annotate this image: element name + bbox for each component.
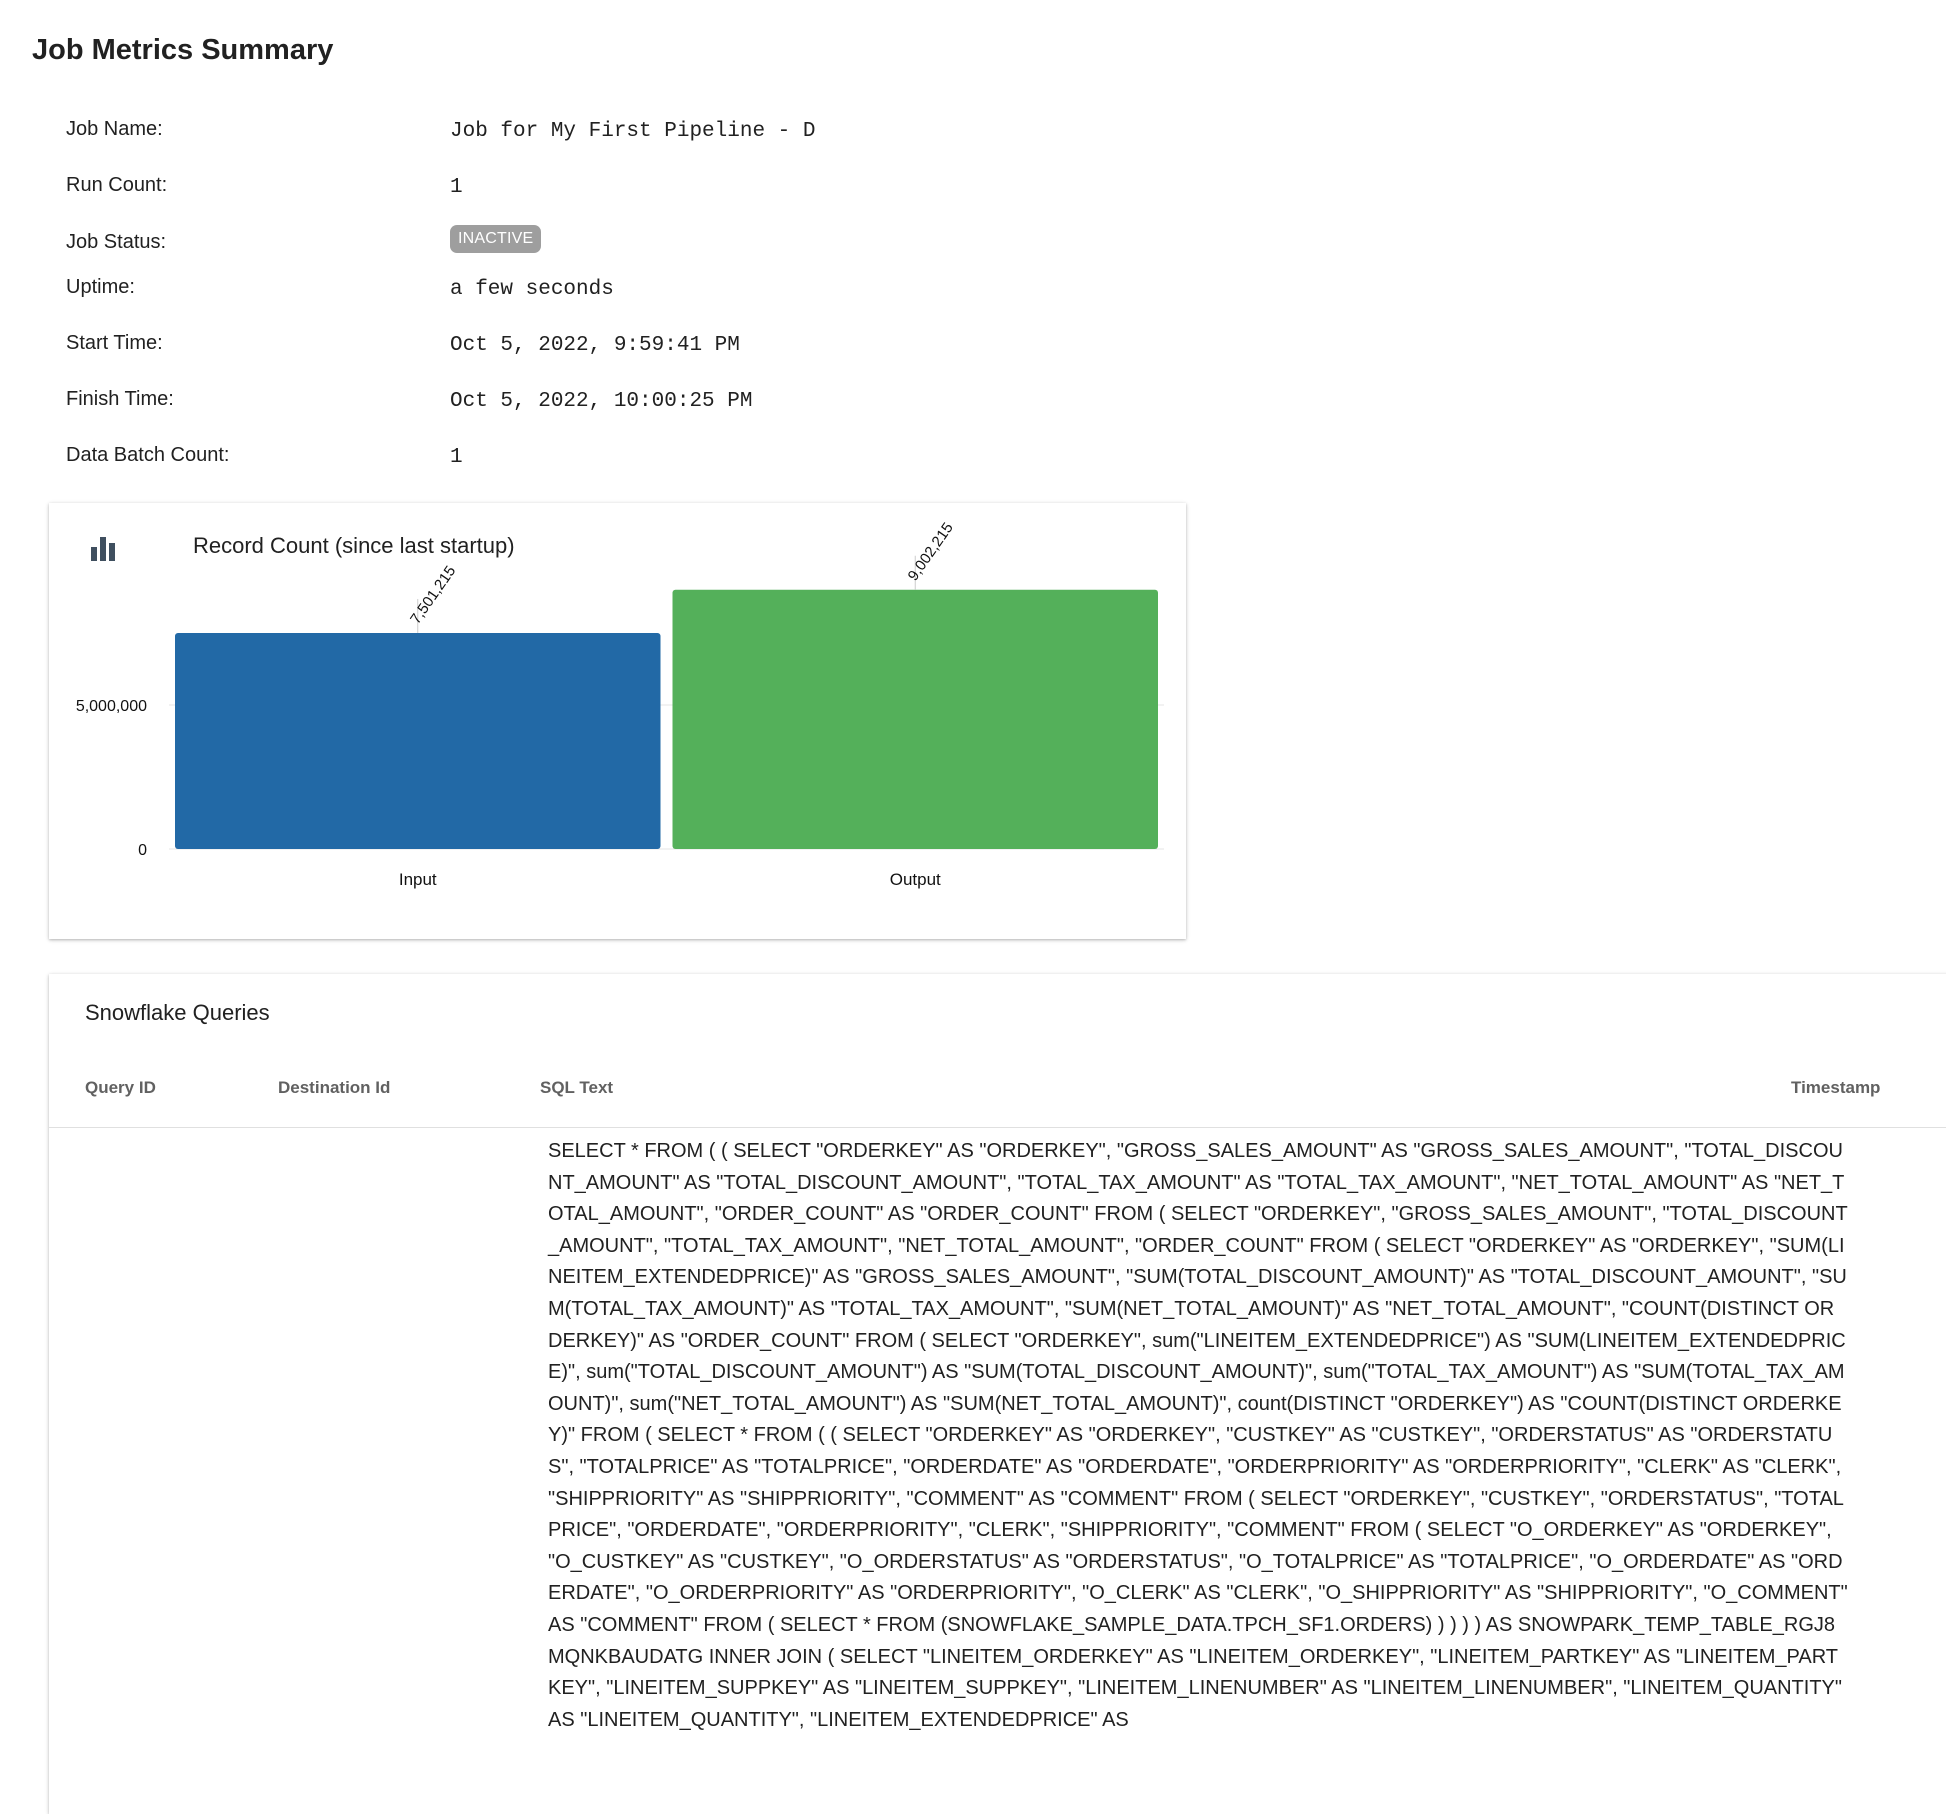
status-badge: INACTIVE [450, 225, 542, 253]
col-header-sql-text[interactable]: SQL Text [540, 1078, 614, 1097]
chart-title: Record Count (since last startup) [193, 533, 515, 558]
value-label-input: 7,501,215 [407, 563, 459, 627]
metric-job-name: Job Name: Job for My First Pipeline - D [66, 118, 966, 158]
finish-time-label: Finish Time: [66, 388, 174, 410]
record-count-card: Record Count (since last startup) 0 5,000… [49, 503, 1186, 939]
start-time-label: Start Time: [66, 332, 163, 354]
run-count-value: 1 [450, 176, 463, 199]
snowflake-queries-card: Snowflake Queries Query ID Destination I… [49, 974, 1946, 1814]
bar-output [672, 589, 1158, 849]
queries-title: Snowflake Queries [85, 1000, 270, 1025]
data-batch-count-value: 1 [450, 446, 463, 469]
sql-text-cell: SELECT * FROM ( ( SELECT "ORDERKEY" AS "… [548, 1140, 1848, 1731]
metric-data-batch-count: Data Batch Count: 1 [66, 444, 966, 484]
bar-input [175, 632, 661, 849]
page-title: Job Metrics Summary [32, 34, 334, 66]
job-name-label: Job Name: [66, 118, 163, 140]
col-header-query-id[interactable]: Query ID [85, 1078, 156, 1097]
run-count-label: Run Count: [66, 174, 168, 196]
metric-uptime: Uptime: a few seconds [66, 276, 966, 316]
col-header-destination-id[interactable]: Destination Id [278, 1078, 391, 1097]
record-count-chart: 0 5,000,000 7,501,215 Input 9,002,215 Output [76, 520, 1164, 889]
metric-job-status: Job Status: INACTIVE [66, 225, 966, 271]
metric-start-time: Start Time: Oct 5, 2022, 9:59:41 PM [66, 332, 966, 372]
metric-run-count: Run Count: 1 [66, 174, 966, 214]
finish-time-value: Oct 5, 2022, 10:00:25 PM [450, 390, 753, 413]
x-tick-label-output: Output [890, 870, 941, 889]
uptime-value: a few seconds [450, 278, 614, 301]
uptime-label: Uptime: [66, 276, 135, 298]
y-tick-label: 0 [138, 842, 147, 859]
table-header-divider [49, 1127, 1946, 1128]
value-label-output: 9,002,215 [905, 520, 957, 584]
x-tick-label-input: Input [399, 870, 437, 889]
metric-finish-time: Finish Time: Oct 5, 2022, 10:00:25 PM [66, 388, 966, 428]
col-header-timestamp[interactable]: Timestamp [1791, 1078, 1881, 1097]
job-status-label: Job Status: [66, 231, 167, 253]
data-batch-count-label: Data Batch Count: [66, 444, 230, 466]
y-tick-label: 5,000,000 [76, 698, 147, 715]
job-name-value: Job for My First Pipeline - D [450, 120, 816, 143]
bar-chart-icon [89, 535, 119, 561]
start-time-value: Oct 5, 2022, 9:59:41 PM [450, 334, 740, 357]
